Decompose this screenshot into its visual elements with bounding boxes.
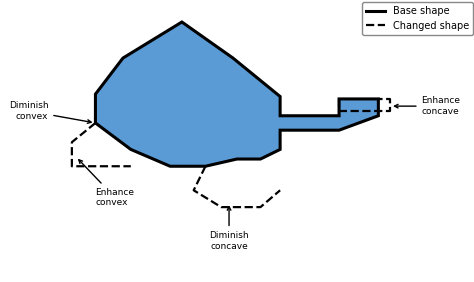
Legend: Base shape, Changed shape: Base shape, Changed shape [362, 2, 473, 35]
Text: Diminish
convex: Diminish convex [9, 101, 91, 123]
Text: Enhance
convex: Enhance convex [79, 160, 135, 207]
Text: Enhance
concave: Enhance concave [394, 96, 461, 116]
Text: Diminish
concave: Diminish concave [209, 207, 249, 250]
Polygon shape [95, 22, 378, 166]
